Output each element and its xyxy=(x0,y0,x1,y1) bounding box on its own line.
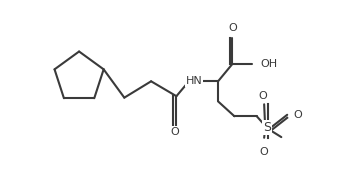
Text: O: O xyxy=(229,23,237,33)
Text: O: O xyxy=(258,90,267,100)
Text: O: O xyxy=(293,110,302,120)
Text: HN: HN xyxy=(186,76,203,86)
Text: O: O xyxy=(259,147,268,157)
Text: S: S xyxy=(263,121,271,134)
Text: OH: OH xyxy=(261,59,278,69)
Text: O: O xyxy=(171,127,179,137)
